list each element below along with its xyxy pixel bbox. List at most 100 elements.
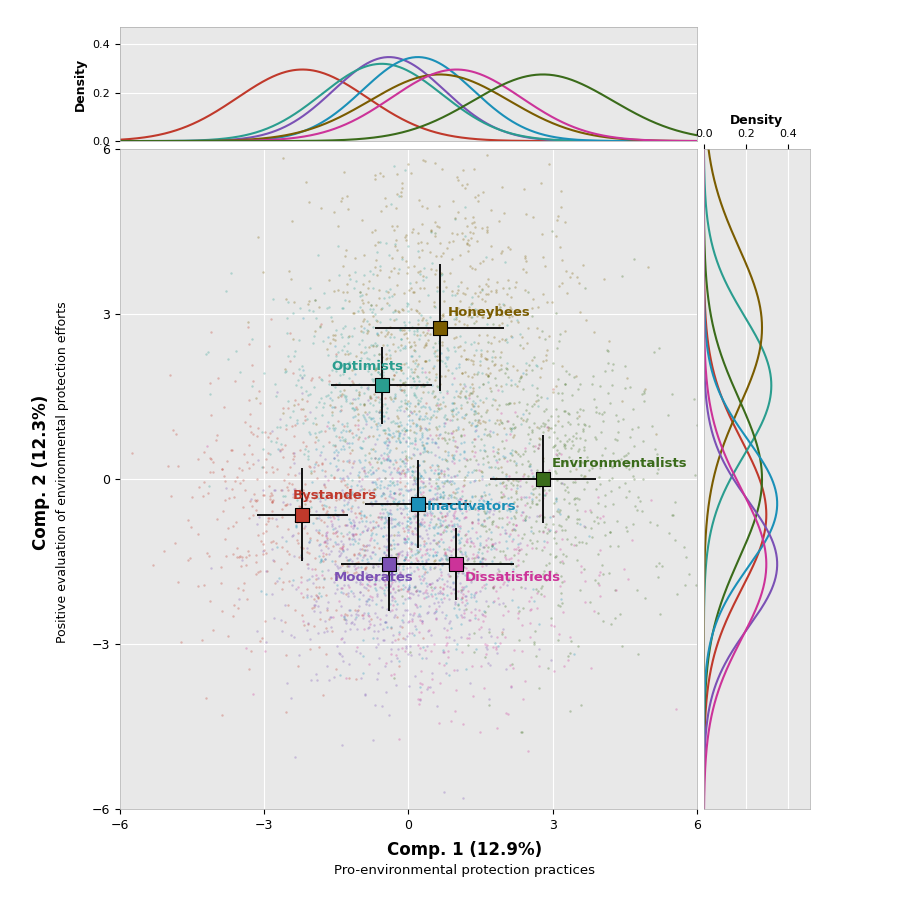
Point: [471, 515, 485, 530]
Point: [428, 420, 443, 435]
Point: [483, 542, 498, 556]
Point: [427, 349, 442, 364]
Point: [349, 402, 364, 416]
Point: [571, 416, 585, 431]
Point: [394, 589, 409, 604]
Point: [474, 516, 489, 531]
Point: [181, 513, 196, 527]
Point: [401, 614, 415, 629]
Point: [467, 286, 482, 301]
Point: [299, 556, 313, 571]
Point: [369, 672, 383, 686]
Point: [403, 469, 417, 484]
Point: [362, 389, 377, 404]
Point: [342, 435, 357, 450]
Point: [316, 478, 331, 493]
Point: [301, 617, 315, 632]
Point: [321, 415, 335, 429]
Point: [379, 452, 393, 466]
Point: [328, 438, 343, 453]
Point: [355, 588, 369, 603]
Point: [382, 668, 397, 683]
Point: [665, 507, 680, 522]
Point: [498, 434, 513, 448]
Point: [463, 418, 478, 433]
Point: [635, 434, 650, 448]
Point: [380, 543, 394, 557]
Point: [397, 536, 412, 551]
Point: [369, 631, 383, 645]
Point: [357, 688, 372, 703]
Point: [357, 409, 371, 424]
Point: [523, 463, 538, 477]
Point: [267, 576, 282, 591]
Point: [310, 673, 324, 687]
Point: [401, 625, 415, 640]
Point: [471, 622, 485, 636]
Point: [413, 419, 427, 434]
Point: [457, 428, 471, 443]
Point: [444, 252, 459, 266]
Point: [444, 365, 459, 380]
Point: [434, 463, 448, 477]
Point: [474, 366, 489, 381]
Point: [372, 612, 387, 626]
Point: [438, 637, 453, 652]
Point: [460, 465, 475, 480]
Point: [226, 519, 241, 534]
Point: [480, 352, 494, 366]
Point: [366, 320, 380, 335]
Point: [446, 511, 460, 525]
Point: [415, 495, 430, 510]
Point: [397, 580, 412, 594]
Point: [312, 319, 327, 334]
Point: [332, 492, 346, 506]
Point: [536, 524, 550, 538]
Point: [396, 427, 411, 442]
Point: [467, 302, 482, 316]
Point: [495, 622, 510, 636]
Point: [418, 544, 433, 558]
Point: [396, 534, 411, 549]
Point: [413, 516, 427, 531]
Point: [450, 598, 465, 613]
Point: [248, 503, 263, 517]
Point: [343, 500, 357, 514]
Point: [394, 454, 409, 468]
Point: [407, 536, 422, 551]
Point: [537, 418, 551, 433]
Point: [396, 496, 411, 511]
Point: [592, 588, 607, 603]
Point: [575, 562, 590, 576]
Point: [333, 534, 347, 549]
Point: [531, 659, 546, 674]
Point: [384, 593, 399, 607]
Point: [370, 636, 385, 651]
Point: [391, 583, 406, 597]
Point: [467, 215, 482, 229]
Point: [382, 569, 397, 584]
Point: [380, 497, 394, 512]
Point: [364, 498, 379, 513]
Point: [492, 476, 506, 491]
Point: [433, 562, 448, 576]
Point: [308, 442, 323, 456]
Point: [378, 434, 392, 448]
Point: [482, 203, 497, 217]
Point: [405, 608, 420, 623]
Point: [562, 406, 576, 421]
Point: [439, 473, 454, 487]
Point: [291, 647, 306, 662]
Point: [548, 402, 562, 416]
Point: [351, 385, 366, 399]
Point: [367, 697, 381, 712]
Point: [411, 471, 425, 485]
Point: [251, 421, 266, 435]
Point: [352, 388, 367, 403]
Point: [318, 538, 333, 553]
Point: [430, 431, 445, 445]
Point: [528, 475, 543, 490]
Point: [403, 494, 417, 509]
Point: [500, 273, 515, 287]
Point: [689, 417, 704, 432]
